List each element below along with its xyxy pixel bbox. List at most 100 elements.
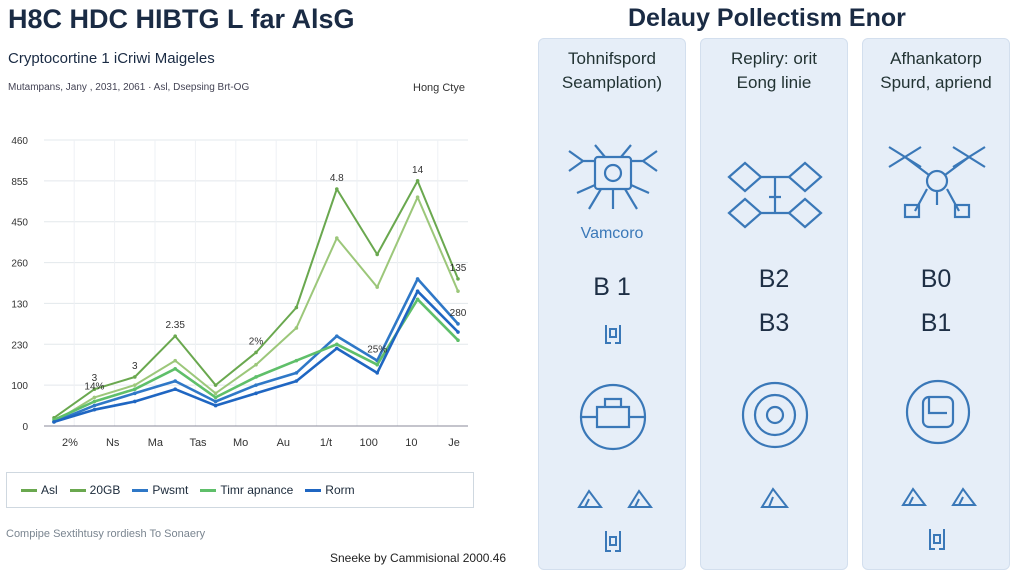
data-point	[335, 334, 339, 338]
data-point	[133, 383, 137, 387]
info-panel-2[interactable]: Repliry: orit Eong linie B2 B3	[700, 38, 848, 570]
data-point	[173, 334, 177, 338]
legend-swatch	[69, 488, 86, 492]
data-point	[294, 326, 299, 330]
data-point	[375, 371, 380, 375]
panel-code: B2	[758, 265, 790, 293]
target-icon	[741, 381, 809, 449]
chart-source: Sneeke by Cammisional 2000.46	[330, 551, 507, 565]
network-hub-icon	[727, 161, 823, 229]
data-point	[133, 391, 137, 396]
data-point	[92, 395, 97, 400]
data-point	[133, 375, 137, 379]
legend-label: Asl	[41, 483, 58, 497]
data-point	[213, 399, 218, 404]
panels-title: Delauy Pollectism Enor	[628, 4, 906, 32]
y-tick-label: 100	[11, 381, 28, 392]
y-tick-label: 460	[11, 136, 28, 147]
legend-item[interactable]: Asl	[21, 483, 58, 497]
data-label: 280	[450, 308, 467, 319]
chart-subtitle: Cryptocortine 1 iCriwi Maigeles	[8, 50, 215, 67]
data-point	[92, 399, 97, 404]
data-point	[294, 379, 299, 383]
x-tick-label: 1/t	[320, 437, 332, 449]
data-label: 14%	[84, 381, 104, 392]
data-point	[415, 195, 420, 199]
panel-title: Tohnifspord Seamplation)	[561, 49, 663, 92]
x-tick-label: Mo	[233, 437, 248, 449]
data-point	[456, 338, 460, 342]
data-label: 3	[92, 373, 98, 384]
data-point	[133, 399, 137, 404]
y-tick-label: 130	[11, 299, 28, 310]
data-point	[375, 252, 380, 257]
data-point	[254, 350, 258, 355]
legend-item[interactable]: Rorm	[305, 483, 355, 497]
legend-item[interactable]: 20GB	[69, 483, 120, 497]
bracket-icon	[929, 529, 945, 550]
data-label: 2.35	[165, 320, 185, 331]
data-point	[456, 330, 460, 334]
panel-title: Repliry: orit Eong linie	[731, 49, 817, 92]
y-tick-label: 855	[11, 177, 28, 188]
legend-item[interactable]: Pwsmt	[132, 483, 188, 497]
data-point	[254, 362, 258, 367]
panel-code: B 1	[593, 273, 631, 301]
panel-word: Vamcoro	[580, 225, 644, 242]
legend-swatch	[21, 488, 37, 492]
panel-code: B1	[920, 309, 952, 337]
data-point	[213, 395, 218, 400]
data-point	[415, 297, 420, 302]
wing-pair-icon	[901, 487, 977, 506]
data-point	[456, 322, 460, 326]
data-point	[92, 387, 97, 392]
data-point	[213, 403, 218, 408]
x-tick-label: Au	[277, 437, 290, 449]
legend-swatch	[200, 488, 217, 492]
line-chart: 0 100 230 130 260 450 855 460 2% Ns Ma Tas Mo Au 1/t 10…	[11, 136, 468, 449]
data-point	[92, 403, 97, 408]
data-point	[375, 285, 380, 289]
legend-swatch	[132, 488, 149, 492]
chart-meta-right: Hong Ctye	[413, 82, 465, 94]
network-cluster-icon	[888, 146, 986, 219]
y-tick-label: 230	[11, 340, 28, 351]
legend-label: Timr apnance	[220, 483, 294, 497]
data-point	[254, 391, 258, 396]
data-point	[335, 346, 339, 351]
network-node-icon	[568, 144, 658, 210]
data-point	[335, 342, 339, 347]
legend-item[interactable]: Timr apnance	[200, 483, 293, 497]
data-point	[254, 375, 258, 379]
data-point	[415, 179, 420, 183]
data-label: 14	[412, 165, 424, 176]
circle-device-icon	[579, 383, 647, 451]
chart-footnote: Compipe Sextihtusy rordiesh To Sonaery	[6, 528, 206, 540]
x-tick-label: Je	[448, 437, 460, 449]
info-panel-1[interactable]: Tohnifspord Seamplation) Vamcoro B 1	[538, 38, 686, 570]
data-label: 135	[450, 263, 467, 274]
legend-label: Pwsmt	[152, 483, 189, 497]
x-tick-label: Ns	[106, 437, 120, 449]
data-point	[294, 305, 299, 310]
data-point	[173, 367, 177, 371]
y-tick-label: 0	[22, 422, 28, 433]
info-panel-3[interactable]: Afhankatorp Spurd, apriend B0 B1	[862, 38, 1010, 570]
chart-main-title: H8C HDC HIBTG L far AlsG	[8, 4, 355, 34]
x-tick-label: Ma	[148, 437, 164, 449]
data-point	[173, 379, 177, 383]
data-label: 2%	[249, 336, 264, 347]
data-label: 4.8	[330, 173, 344, 184]
legend-swatch	[305, 488, 322, 492]
data-point	[213, 383, 218, 387]
data-point	[456, 277, 460, 281]
data-label: 3	[132, 361, 138, 372]
data-point	[415, 289, 420, 293]
data-point	[213, 391, 218, 396]
x-tick-label: Tas	[189, 437, 207, 449]
data-point	[335, 236, 339, 240]
data-point	[335, 187, 339, 191]
y-tick-label: 260	[11, 259, 28, 270]
wing-pair-icon	[577, 489, 653, 508]
data-point	[294, 358, 299, 363]
